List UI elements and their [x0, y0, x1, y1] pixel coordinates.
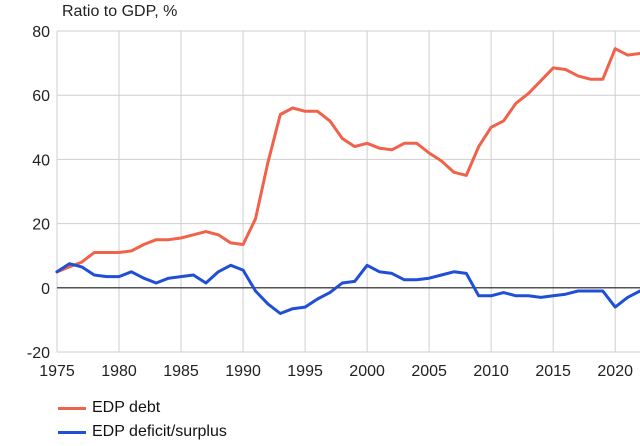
x-tick-label-2020: 2020	[597, 363, 633, 380]
legend-swatch-deficit	[58, 430, 86, 434]
series-line-debt	[55, 47, 640, 274]
y-tick-label--20: -20	[27, 345, 50, 362]
y-tick-label-40: 40	[32, 152, 50, 169]
y-tick-label-0: 0	[41, 281, 50, 298]
x-tick-label-2010: 2010	[473, 363, 509, 380]
legend-label-debt: EDP debt	[92, 399, 161, 416]
x-tick-label-2005: 2005	[411, 363, 447, 380]
x-tick-label-1990: 1990	[225, 363, 261, 380]
x-tick-label-1980: 1980	[101, 363, 137, 380]
x-tick-label-2015: 2015	[535, 363, 571, 380]
legend: EDP debt EDP deficit/surplus	[58, 396, 227, 444]
x-tick-label-1975: 1975	[39, 363, 75, 380]
series-line-deficit	[55, 262, 640, 315]
y-tick-label-60: 60	[32, 88, 50, 105]
legend-label-deficit: EDP deficit/surplus	[92, 423, 227, 440]
x-tick-label-1985: 1985	[163, 363, 199, 380]
y-axis-label: Ratio to GDP, %	[62, 3, 178, 20]
legend-item-debt[interactable]: EDP debt	[58, 396, 227, 420]
y-tick-label-20: 20	[32, 217, 50, 234]
legend-item-deficit[interactable]: EDP deficit/surplus	[58, 420, 227, 444]
line-chart: -20 0 20 40 60 80 1975 1980 1985 1990 1995 2000 2005…	[27, 24, 640, 380]
x-tick-label-1995: 1995	[287, 363, 323, 380]
y-tick-label-80: 80	[32, 24, 50, 41]
x-tick-label-2000: 2000	[349, 363, 385, 380]
legend-swatch-debt	[58, 406, 86, 410]
